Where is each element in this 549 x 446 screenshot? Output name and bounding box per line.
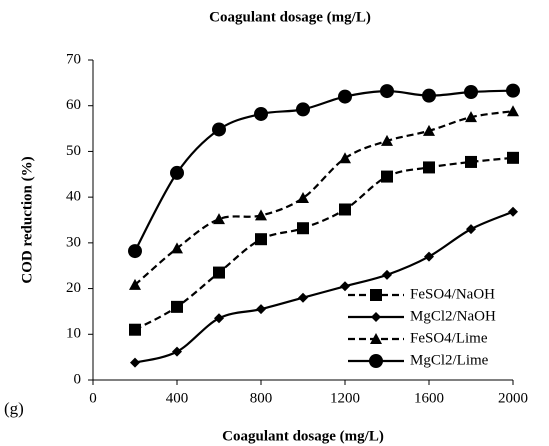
y-tick-label: 70 — [66, 51, 81, 67]
annotation: (g) — [4, 399, 24, 418]
marker — [506, 83, 520, 98]
x-tick-label: 0 — [89, 390, 97, 406]
marker — [170, 165, 184, 180]
marker — [424, 251, 434, 262]
chart-title: Coagulant dosage (mg/L) — [209, 9, 371, 25]
legend-label: FeSO4/Lime — [410, 330, 488, 346]
marker — [507, 151, 519, 164]
marker — [340, 281, 350, 292]
marker — [465, 155, 477, 168]
marker — [256, 304, 266, 315]
y-tick-label: 60 — [66, 97, 81, 113]
series-line — [134, 89, 514, 252]
marker — [465, 111, 477, 123]
marker — [255, 233, 267, 246]
marker — [422, 88, 436, 103]
y-tick-label: 0 — [74, 371, 82, 387]
marker — [369, 354, 383, 368]
y-tick-label: 40 — [66, 189, 81, 205]
marker — [297, 192, 309, 204]
marker — [371, 312, 381, 322]
marker — [214, 313, 224, 324]
y-tick-label: 50 — [66, 143, 81, 159]
marker — [296, 102, 310, 117]
marker — [171, 242, 183, 254]
marker — [381, 134, 393, 146]
legend-label: FeSO4/NaOH — [410, 286, 495, 302]
marker — [381, 170, 393, 183]
x-tick-label: 2000 — [498, 390, 528, 406]
legend-label: MgCl2/Lime — [410, 352, 489, 368]
marker — [339, 203, 351, 216]
x-tick-label: 800 — [250, 390, 273, 406]
y-tick-label: 20 — [66, 280, 81, 296]
marker — [297, 222, 309, 235]
x-tick-label: 1200 — [330, 390, 360, 406]
series-line — [134, 210, 514, 364]
x-tick-label: 1600 — [414, 390, 444, 406]
y-axis-label: COD reduction (%) — [19, 156, 35, 283]
marker — [172, 346, 182, 357]
marker — [466, 224, 476, 235]
series-line — [134, 156, 514, 331]
marker — [212, 122, 226, 137]
legend-label: MgCl2/NaOH — [410, 308, 496, 324]
x-tick-label: 400 — [166, 390, 189, 406]
y-tick-label: 30 — [66, 234, 81, 250]
marker — [380, 84, 394, 99]
marker — [254, 106, 268, 121]
marker — [213, 213, 225, 225]
x-axis-label: Coagulant dosage (mg/L) — [222, 428, 384, 444]
marker — [370, 333, 382, 344]
marker — [213, 266, 225, 279]
marker — [130, 357, 140, 368]
marker — [464, 85, 478, 99]
marker — [508, 206, 518, 217]
marker — [507, 105, 519, 117]
marker — [370, 289, 382, 301]
series-line — [134, 110, 514, 286]
marker — [129, 278, 141, 290]
marker — [423, 124, 435, 136]
marker — [129, 323, 141, 336]
y-tick-label: 10 — [66, 326, 81, 342]
marker — [255, 209, 267, 221]
marker — [298, 292, 308, 303]
marker — [339, 152, 351, 164]
marker — [171, 300, 183, 313]
marker — [338, 89, 352, 104]
marker — [128, 244, 142, 259]
marker — [423, 161, 435, 174]
marker — [382, 269, 392, 280]
